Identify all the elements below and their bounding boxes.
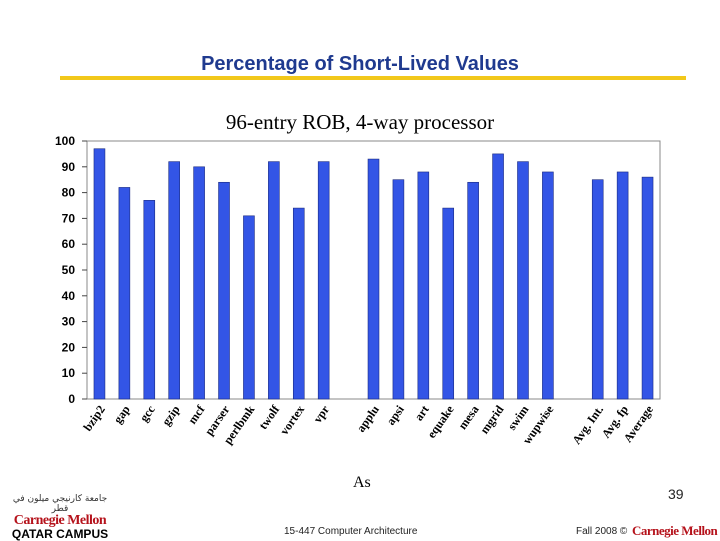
x-tick-label: art xyxy=(412,403,432,424)
x-tick-label: gap xyxy=(111,402,133,426)
bar-chart: 0 10 20 30 40 50 60 70 80 90 100 bzip2 gap gcc gzip mcf… xyxy=(55,134,661,447)
y-tick-label: 0 xyxy=(68,392,75,406)
chart-subtitle: 96-entry ROB, 4-way processor xyxy=(225,110,495,134)
cmu-qatar-logo: جامعة كارنيجي ميلون في قطر Carnegie Mell… xyxy=(4,494,116,541)
slide-note: As xyxy=(353,474,371,491)
bar-equake xyxy=(442,207,455,400)
x-tick-label: apsi xyxy=(384,402,408,428)
logo-campus: QATAR CAMPUS xyxy=(11,527,109,541)
footer-term: Fall 2008 © xyxy=(576,526,628,537)
bar-mgrid xyxy=(492,153,504,400)
bar-average xyxy=(641,176,654,400)
bar-perlbmk xyxy=(243,215,255,400)
footer-brand: Carnegie Mellon xyxy=(632,523,718,538)
y-tick-label: 50 xyxy=(62,263,76,277)
bar-art xyxy=(417,171,430,400)
y-tick-label: 60 xyxy=(62,237,76,251)
title-underline xyxy=(60,76,686,80)
y-tick-label: 100 xyxy=(55,134,75,148)
bar-twolf xyxy=(268,161,280,400)
bar-wupwise xyxy=(542,171,554,400)
bar-parser xyxy=(218,181,230,400)
page-number: 39 xyxy=(668,486,684,502)
bar-vortex xyxy=(292,207,305,400)
x-tick-label: Avg. Int. xyxy=(569,403,606,447)
bar-bzip2 xyxy=(93,148,106,400)
y-tick-label: 20 xyxy=(62,340,76,354)
y-tick-label: 10 xyxy=(62,366,76,380)
bar-gcc xyxy=(143,200,156,400)
bar-vpr xyxy=(317,161,330,400)
x-tick-label: gcc xyxy=(137,402,158,424)
y-tick-label: 90 xyxy=(62,160,76,174)
bar-apsi xyxy=(392,179,405,400)
y-tick-label: 30 xyxy=(62,315,76,329)
x-tick-label: applu xyxy=(354,402,382,434)
bar-gap xyxy=(118,187,131,400)
bar-applu xyxy=(367,158,380,400)
x-tick-label: vortex xyxy=(277,403,307,438)
bar-mcf xyxy=(193,166,205,400)
x-tick-label: gzip xyxy=(159,402,183,428)
slide-title: Percentage of Short-Lived Values xyxy=(201,53,519,75)
y-tick-label: 70 xyxy=(62,211,76,225)
logo-name: Carnegie Mellon xyxy=(13,513,107,528)
y-tick-label: 40 xyxy=(62,289,76,303)
bar-avg-int- xyxy=(591,179,604,400)
x-tick-label: vpr xyxy=(310,402,332,425)
y-tick-label: 80 xyxy=(62,186,76,200)
logo-arabic-text: جامعة كارنيجي ميلون في قطر xyxy=(12,494,108,514)
bar-gzip xyxy=(168,161,180,400)
bar-swim xyxy=(517,161,529,400)
bar-avg-fp xyxy=(616,171,629,400)
x-tick-label: mcf xyxy=(185,402,208,427)
x-tick-label: mgrid xyxy=(477,402,507,436)
x-tick-label: bzip2 xyxy=(80,403,108,434)
x-tick-label: equake xyxy=(424,402,457,441)
footer-course: 15-447 Computer Architecture xyxy=(284,526,418,537)
bar-mesa xyxy=(467,181,479,400)
